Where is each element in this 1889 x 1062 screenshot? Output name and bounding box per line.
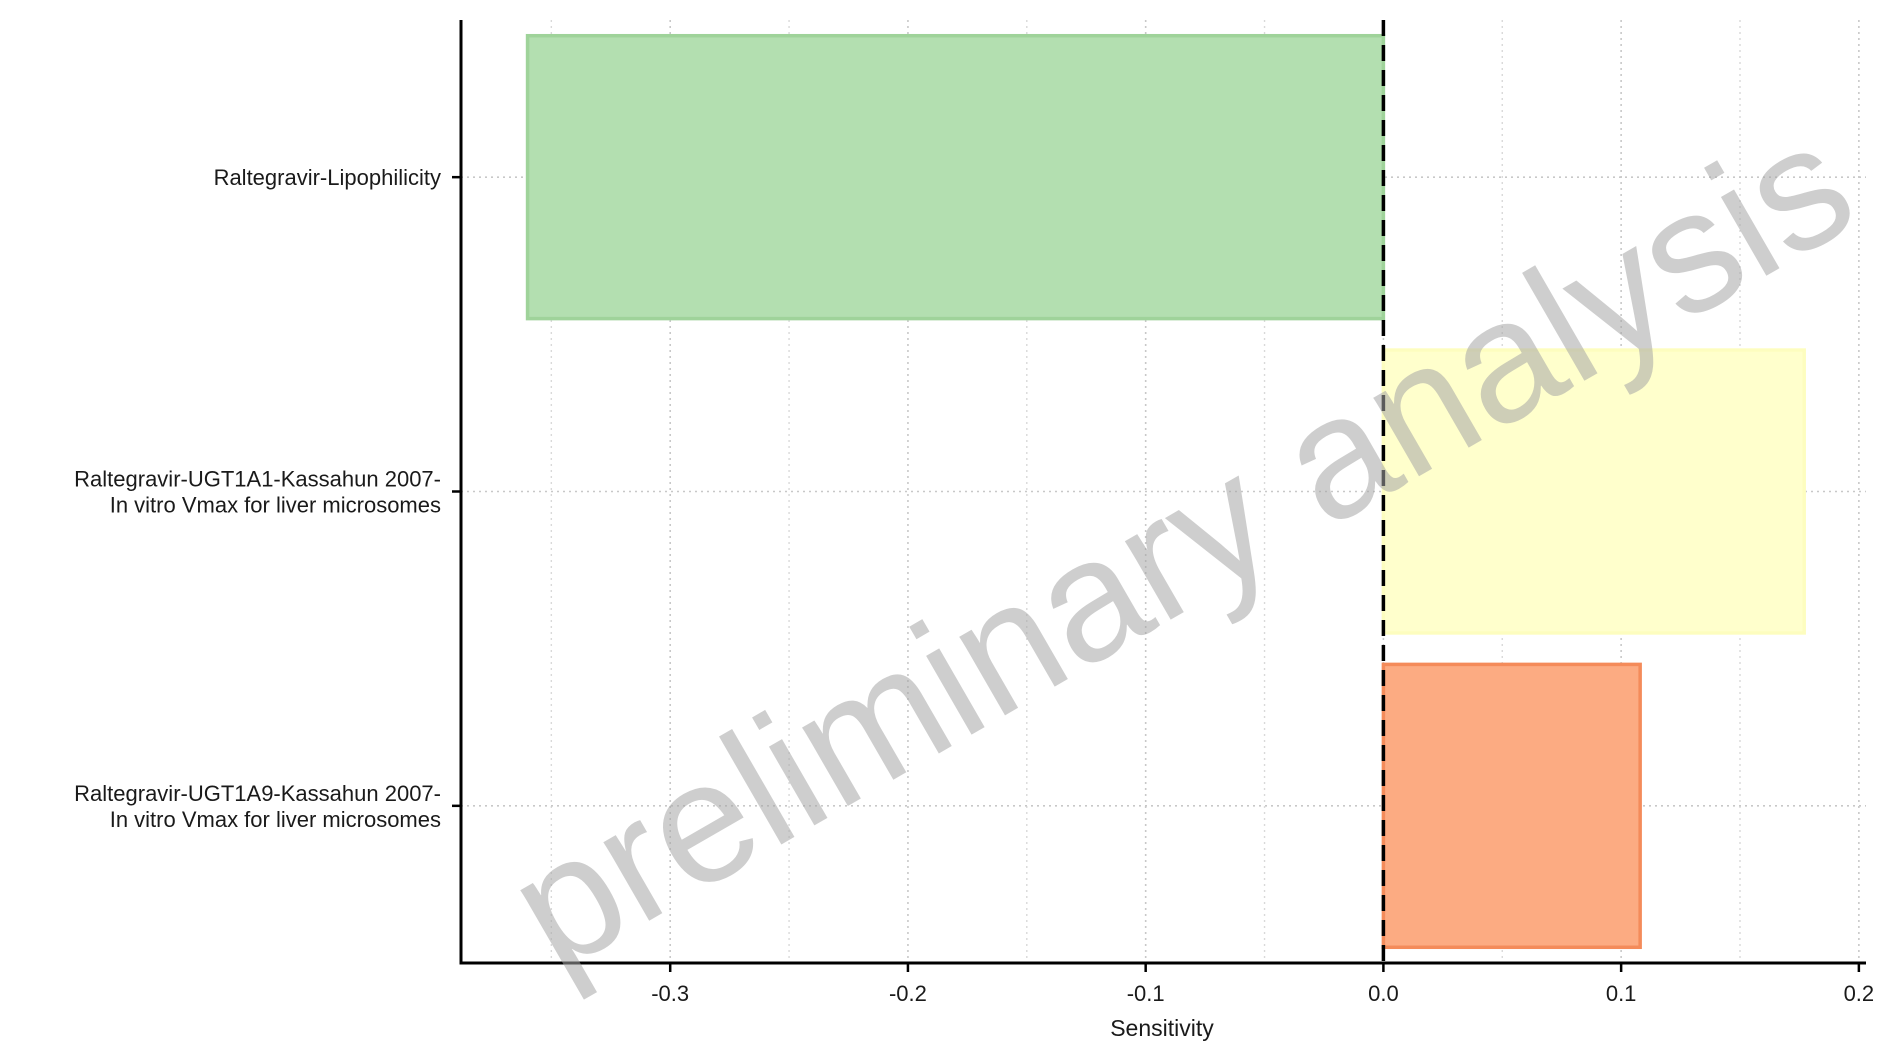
bar-1	[525, 33, 1386, 321]
category-label: Raltegravir-Lipophilicity	[214, 165, 441, 190]
x-tick-label: 0.1	[1606, 981, 1637, 1006]
axes	[452, 20, 1866, 972]
category-label: In vitro Vmax for liver microsomes	[110, 807, 441, 832]
x-tick-label: 0.2	[1844, 981, 1875, 1006]
bar-3	[1381, 662, 1642, 950]
labels: -0.3 -0.2 -0.1 0.0 0.1 0.2 Raltegravir-Lipophi…	[74, 165, 1874, 1006]
x-tick-label: 0.0	[1368, 981, 1399, 1006]
x-tick-label: -0.2	[889, 981, 927, 1006]
category-label: Raltegravir-UGT1A9-Kassahun 2007-	[74, 781, 441, 806]
category-label: Raltegravir-UGT1A1-Kassahun 2007-	[74, 467, 441, 492]
category-label: In vitro Vmax for liver microsomes	[110, 493, 441, 518]
x-axis-title: Sensitivity	[1110, 1015, 1214, 1041]
bar-2	[1381, 348, 1806, 635]
bars	[525, 33, 1806, 950]
x-tick-label: -0.3	[651, 981, 689, 1006]
x-tick-label: -0.1	[1127, 981, 1165, 1006]
